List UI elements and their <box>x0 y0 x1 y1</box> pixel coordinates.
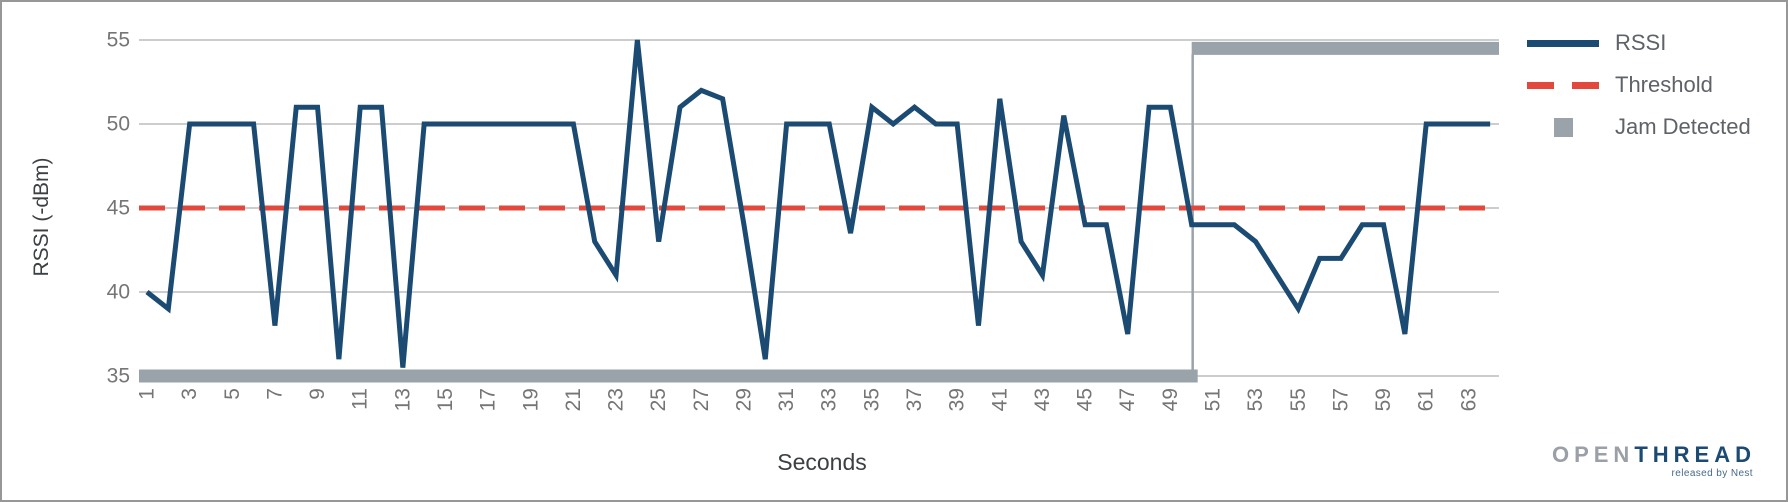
x-tick-label: 27 <box>690 388 713 411</box>
y-tick-label: 50 <box>107 113 130 136</box>
x-axis-title: Seconds <box>777 449 867 475</box>
legend-item-threshold: Threshold <box>1527 64 1751 106</box>
x-tick-label: 49 <box>1159 388 1182 411</box>
legend-marker-cell <box>1527 39 1599 47</box>
legend-item-rssi: RSSI <box>1527 22 1751 64</box>
x-tick-label: 63 <box>1457 388 1480 411</box>
x-tick-label: 29 <box>732 388 755 411</box>
x-tick-label: 15 <box>434 388 457 411</box>
legend-label-threshold: Threshold <box>1615 72 1713 97</box>
jam-square-swatch <box>1553 117 1573 137</box>
x-tick-label: 19 <box>519 388 542 411</box>
x-tick-label: 55 <box>1287 388 1310 411</box>
legend-marker-cell <box>1527 81 1599 89</box>
x-tick-label: 33 <box>818 388 841 411</box>
legend-label-jam-detected: Jam Detected <box>1615 114 1751 139</box>
x-tick-label: 53 <box>1244 388 1267 411</box>
openthread-wordmark: OPENTHREAD <box>1538 442 1756 468</box>
x-tick-label: 39 <box>946 388 969 411</box>
x-tick-label: 61 <box>1415 388 1438 411</box>
legend: RSSI Threshold Jam Detected <box>1527 22 1751 148</box>
y-tick-label: 35 <box>107 365 130 388</box>
x-tick-label: 5 <box>221 388 244 400</box>
legend-marker-cell <box>1527 117 1599 137</box>
x-tick-label: 11 <box>349 388 372 410</box>
legend-item-jam-detected: Jam Detected <box>1527 106 1751 148</box>
x-tick-label: 9 <box>306 388 329 400</box>
x-tick-label: 45 <box>1074 388 1097 411</box>
x-tick-label: 21 <box>562 388 585 411</box>
x-tick-label: 57 <box>1329 388 1352 411</box>
rssi-line-swatch <box>1527 39 1599 47</box>
x-tick-label: 17 <box>477 388 500 411</box>
x-tick-label: 59 <box>1372 388 1395 411</box>
x-tick-label: 37 <box>903 388 926 411</box>
x-tick-label: 51 <box>1202 388 1225 411</box>
x-tick-label: 1 <box>136 388 159 400</box>
x-tick-label: 3 <box>178 388 201 400</box>
x-tick-label: 13 <box>391 388 414 411</box>
y-axis-title: RSSI (-dBm) <box>30 157 53 277</box>
logo-tagline: released by Nest <box>1671 468 1753 479</box>
x-tick-label: 23 <box>605 388 628 411</box>
x-tick-label: 7 <box>263 388 286 400</box>
logo-thread-text: THREAD <box>1634 442 1756 467</box>
y-tick-label: 45 <box>107 197 130 220</box>
x-tick-label: 35 <box>860 388 883 411</box>
x-tick-label: 43 <box>1031 388 1054 411</box>
y-tick-label: 40 <box>107 281 130 304</box>
legend-label-rssi: RSSI <box>1615 30 1667 55</box>
logo-open-text: OPEN <box>1551 442 1635 467</box>
x-tick-label: 25 <box>647 388 670 411</box>
y-tick-label: 55 <box>107 29 130 52</box>
x-tick-label: 47 <box>1116 388 1139 411</box>
rssi-series-line <box>145 39 1491 368</box>
x-tick-label: 41 <box>988 388 1011 411</box>
openthread-logo: OPENTHREAD released by Nest <box>1538 442 1756 479</box>
threshold-dash-swatch <box>1527 81 1599 89</box>
x-tick-label: 31 <box>775 388 798 411</box>
